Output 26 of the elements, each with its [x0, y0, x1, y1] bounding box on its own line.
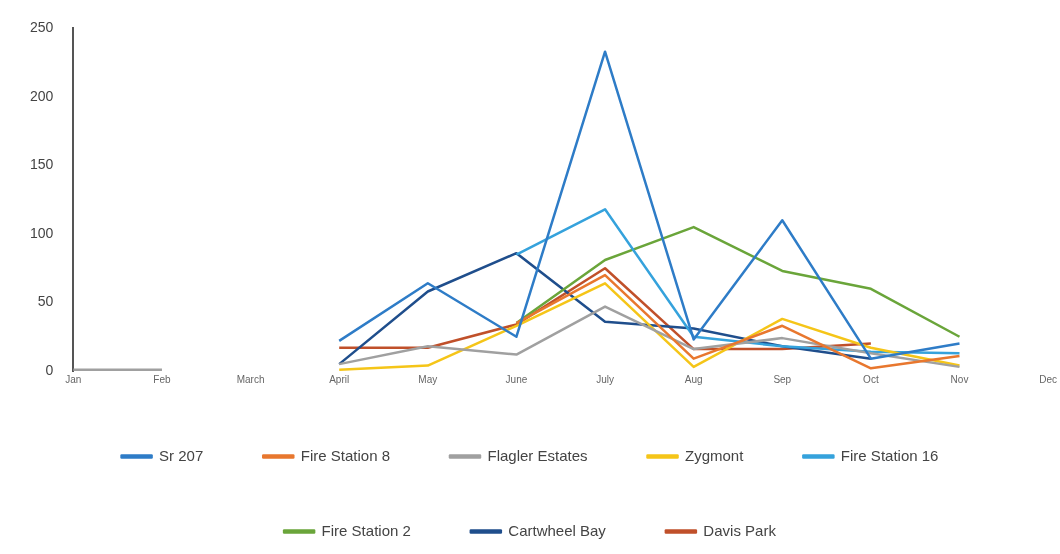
- x-tick-label: April: [329, 373, 350, 385]
- y-tick-label: 250: [30, 19, 54, 36]
- legend-label: Fire Station 8: [300, 446, 390, 464]
- x-tick-label: July: [596, 373, 614, 385]
- legend-label: Fire Station 2: [321, 521, 411, 539]
- legend-label: Cartwheel Bay: [508, 521, 607, 539]
- y-tick-label: 100: [30, 224, 54, 241]
- y-tick-label: 200: [30, 87, 54, 104]
- y-tick-label: 150: [30, 156, 54, 173]
- x-tick-label: March: [236, 373, 265, 385]
- y-tick-label: 50: [37, 293, 54, 310]
- x-tick-label: Nov: [950, 373, 969, 385]
- x-tick-label: Jan: [65, 373, 82, 385]
- x-tick-label: Feb: [153, 373, 172, 385]
- legend-label: Sr 207: [159, 446, 204, 464]
- x-tick-label: Dec: [1039, 373, 1058, 385]
- legend-label: Flagler Estates: [487, 446, 588, 464]
- x-tick-label: May: [418, 373, 438, 385]
- x-tick-label: Aug: [684, 373, 703, 385]
- x-tick-label: Sep: [773, 373, 792, 385]
- legend-label: Zygmont: [685, 446, 745, 464]
- x-tick-label: June: [505, 373, 528, 385]
- legend-label: Fire Station 16: [840, 446, 939, 464]
- x-tick-label: Oct: [863, 373, 879, 385]
- legend-label: Davis Park: [703, 521, 777, 539]
- y-tick-label: 0: [45, 361, 54, 378]
